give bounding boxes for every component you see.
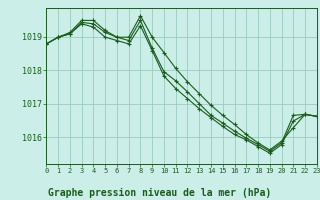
Text: Graphe pression niveau de la mer (hPa): Graphe pression niveau de la mer (hPa) xyxy=(48,188,272,198)
